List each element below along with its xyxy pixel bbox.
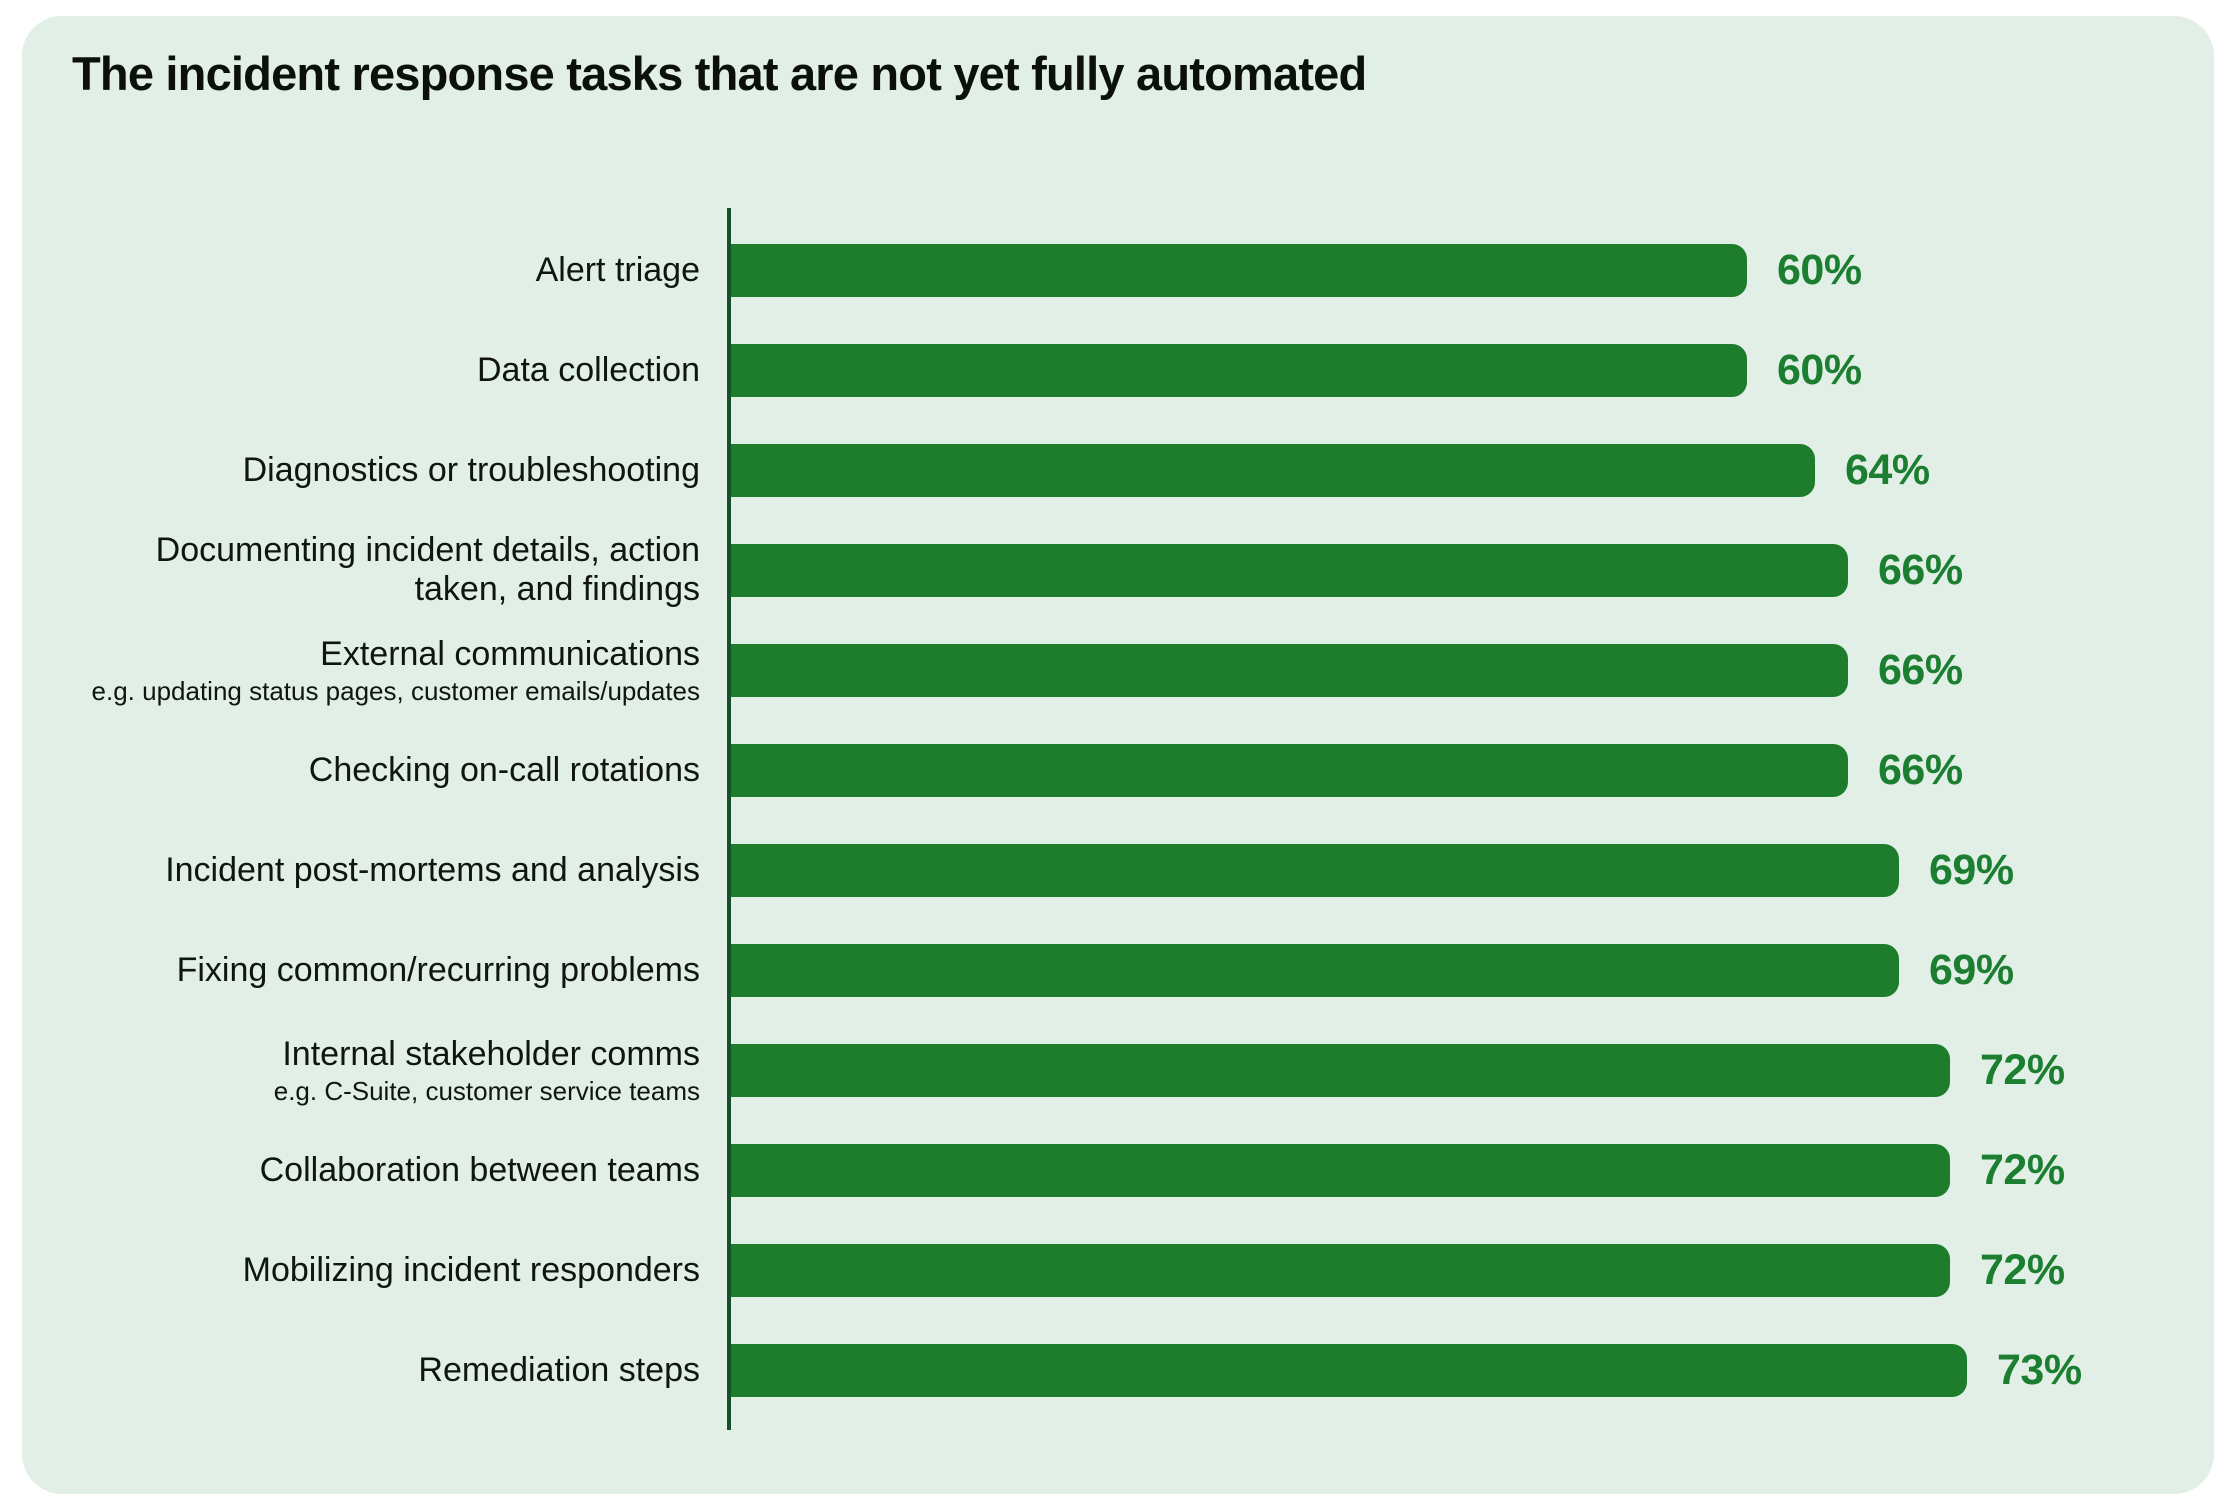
bar-cell: 66% [731, 520, 2214, 620]
chart-row-data-collection: Data collection 60% [22, 320, 2214, 420]
chart-title: The incident response tasks that are not… [72, 47, 1367, 100]
category-sublabel: e.g. C-Suite, customer service teams [273, 1075, 700, 1106]
category-label-cell: Data collection [22, 320, 727, 420]
bar [731, 343, 1747, 397]
chart-row-external-comms: External communications e.g. updating st… [22, 620, 2214, 720]
bar [731, 943, 1899, 997]
chart-row-diagnostics: Diagnostics or troubleshooting 64% [22, 420, 2214, 520]
chart-row-mobilizing-responders: Mobilizing incident responders 72% [22, 1220, 2214, 1320]
value-label: 64% [1845, 445, 1930, 494]
category-label-cell: Checking on-call rotations [22, 720, 727, 820]
bar [731, 1343, 1967, 1397]
category-label: Fixing common/recurring problems [176, 950, 700, 989]
bar-cell: 72% [731, 1020, 2214, 1120]
bar-cell: 69% [731, 820, 2214, 920]
value-label: 66% [1878, 645, 1963, 694]
bar-cell: 73% [731, 1320, 2214, 1420]
chart-row-fixing-problems: Fixing common/recurring problems 69% [22, 920, 2214, 1020]
value-label: 72% [1980, 1045, 2065, 1094]
bar-cell: 69% [731, 920, 2214, 1020]
chart-row-documenting: Documenting incident details, action tak… [22, 520, 2214, 620]
category-label-cell: Alert triage [22, 220, 727, 320]
bar [731, 643, 1848, 697]
category-label-cell: Fixing common/recurring problems [22, 920, 727, 1020]
value-label: 60% [1777, 245, 1862, 294]
bar [731, 1243, 1950, 1297]
value-label: 69% [1929, 945, 2014, 994]
category-label-cell: Documenting incident details, action tak… [22, 520, 727, 620]
bar-cell: 66% [731, 720, 2214, 820]
bar-cell: 66% [731, 620, 2214, 720]
y-axis-line [727, 208, 731, 1430]
bar-cell: 60% [731, 220, 2214, 320]
bar [731, 443, 1815, 497]
category-label: Collaboration between teams [259, 1150, 700, 1189]
value-label: 72% [1980, 1145, 2065, 1194]
category-label: Checking on-call rotations [308, 750, 700, 789]
chart-rows: Alert triage 60% Data collection 60% [22, 220, 2214, 1420]
category-label: Diagnostics or troubleshooting [242, 450, 700, 489]
value-label: 72% [1980, 1245, 2065, 1294]
chart-card: The incident response tasks that are not… [22, 16, 2214, 1494]
category-label: Alert triage [535, 250, 700, 289]
category-label-cell: Incident post-mortems and analysis [22, 820, 727, 920]
bar [731, 1143, 1950, 1197]
bar [731, 243, 1747, 297]
bar [731, 843, 1899, 897]
category-sublabel: e.g. updating status pages, customer ema… [91, 675, 700, 706]
category-label-cell: Collaboration between teams [22, 1120, 727, 1220]
value-label: 66% [1878, 745, 1963, 794]
chart-row-remediation-steps: Remediation steps 73% [22, 1320, 2214, 1420]
value-label: 69% [1929, 845, 2014, 894]
category-label: Internal stakeholder comms [282, 1034, 700, 1073]
category-label: Remediation steps [418, 1350, 700, 1389]
chart-row-collaboration: Collaboration between teams 72% [22, 1120, 2214, 1220]
chart-row-oncall-rotations: Checking on-call rotations 66% [22, 720, 2214, 820]
bar-cell: 60% [731, 320, 2214, 420]
bar [731, 543, 1848, 597]
category-label-cell: Internal stakeholder comms e.g. C-Suite,… [22, 1020, 727, 1120]
category-label: Data collection [476, 350, 700, 389]
category-label-cell: External communications e.g. updating st… [22, 620, 727, 720]
chart-row-post-mortems: Incident post-mortems and analysis 69% [22, 820, 2214, 920]
value-label: 66% [1878, 545, 1963, 594]
bar-cell: 64% [731, 420, 2214, 520]
bar-chart: Alert triage 60% Data collection 60% [22, 208, 2214, 1450]
category-label-cell: Remediation steps [22, 1320, 727, 1420]
bar-cell: 72% [731, 1220, 2214, 1320]
bar [731, 1043, 1950, 1097]
value-label: 73% [1997, 1345, 2082, 1394]
category-label: Mobilizing incident responders [242, 1250, 700, 1289]
category-label: Documenting incident details, action tak… [155, 531, 700, 608]
category-label-cell: Mobilizing incident responders [22, 1220, 727, 1320]
chart-row-alert-triage: Alert triage 60% [22, 220, 2214, 320]
value-label: 60% [1777, 345, 1862, 394]
category-label: Incident post-mortems and analysis [165, 850, 700, 889]
chart-row-internal-comms: Internal stakeholder comms e.g. C-Suite,… [22, 1020, 2214, 1120]
bar [731, 743, 1848, 797]
category-label: External communications [320, 634, 700, 673]
category-label-cell: Diagnostics or troubleshooting [22, 420, 727, 520]
bar-cell: 72% [731, 1120, 2214, 1220]
